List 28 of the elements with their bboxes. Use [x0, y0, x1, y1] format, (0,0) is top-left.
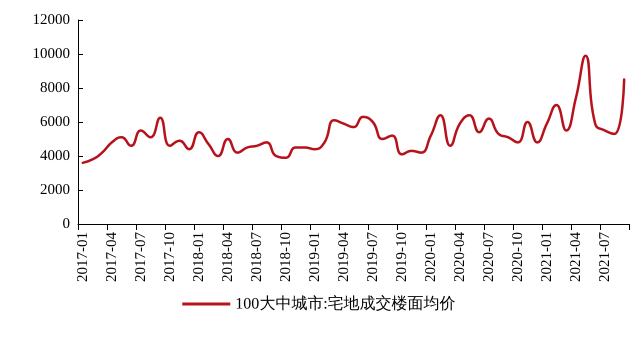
x-tick-label: 2017-04 [104, 232, 120, 282]
x-tick-label: 2017-07 [132, 232, 149, 282]
x-tick-label: 2019-04 [336, 232, 352, 282]
y-tick-label: 8000 [40, 80, 70, 96]
x-tick-label: 2018-04 [220, 232, 236, 282]
x-tick-label: 2017-01 [74, 232, 91, 282]
x-tick-label: 2020-07 [480, 232, 497, 282]
x-tick-label: 2018-10 [278, 232, 294, 282]
x-tick-label: 2021-07 [596, 232, 613, 282]
x-tick-label: 2021-01 [538, 232, 555, 282]
x-tick-label: 2019-01 [306, 232, 323, 282]
y-tick-label: 10000 [32, 46, 70, 62]
line-series [82, 54, 626, 164]
x-tick-label: 2018-07 [248, 232, 265, 282]
x-tick-label: 2017-10 [162, 232, 178, 282]
x-tick-label: 2019-07 [364, 232, 381, 282]
x-tick-label: 2020-04 [452, 232, 468, 282]
y-tick-label: 2000 [40, 182, 70, 198]
x-tick-label: 2018-01 [190, 232, 207, 282]
y-tick-label: 6000 [40, 114, 70, 130]
x-tick-label: 2020-10 [510, 232, 526, 282]
y-tick-label: 12000 [32, 12, 70, 28]
x-tick-label: 2019-10 [394, 232, 410, 282]
y-tick-label: 4000 [40, 148, 70, 164]
y-tick-label: 0 [62, 216, 70, 232]
x-tick-label: 2020-01 [422, 232, 439, 282]
legend-label: 100大中城市:宅地成交楼面均价 [235, 294, 456, 312]
x-tick-label: 2021-04 [568, 232, 584, 282]
